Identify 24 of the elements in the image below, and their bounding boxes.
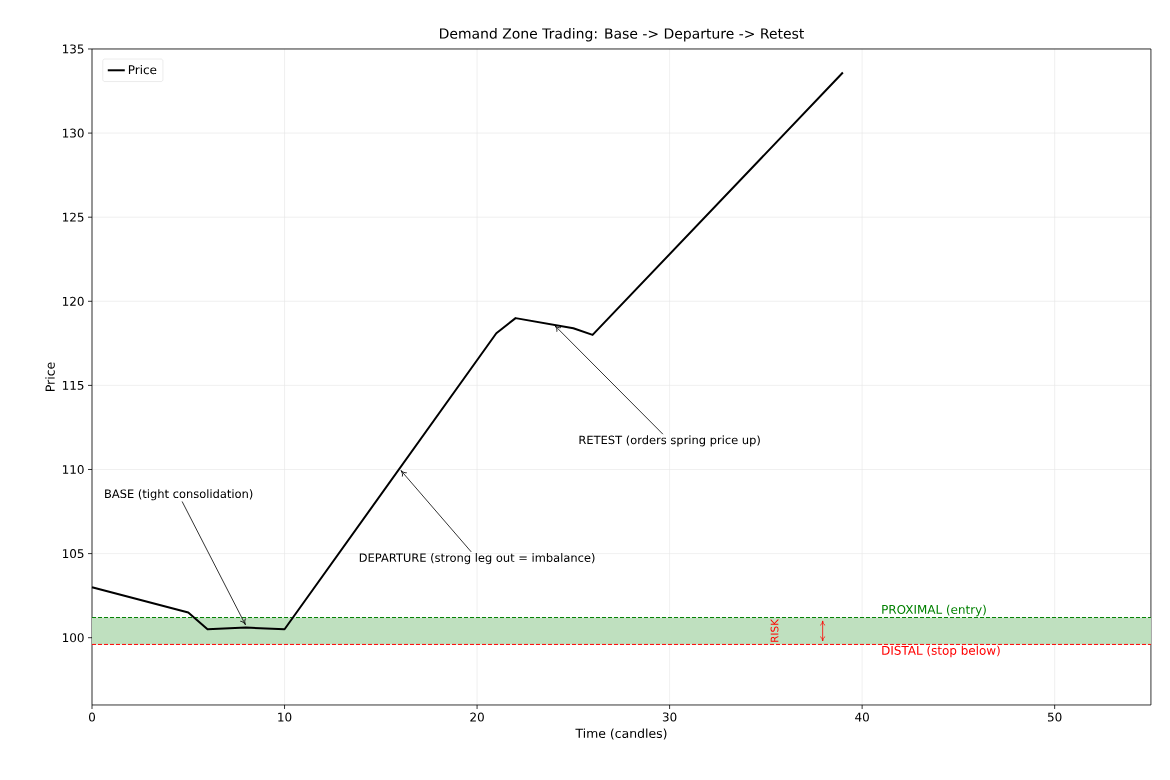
x-tick-label: 10	[278, 712, 292, 722]
annotation: DEPARTURE (strong leg out = imbalance)	[359, 553, 595, 565]
y-tick-label: 110	[62, 464, 84, 475]
x-axis-title: Time (candles)	[575, 728, 667, 740]
annotation: RISK	[770, 618, 779, 642]
x-tick-label: 20	[470, 712, 484, 722]
y-tick-label: 105	[62, 549, 84, 559]
ref-line-label: DISTAL (stop below)	[882, 645, 1000, 658]
chart-title: Demand Zone Trading: Base -> Departure -> Retest	[440, 27, 804, 42]
x-tick-label: 0	[88, 712, 96, 722]
annotation: RETEST (orders spring price up)	[579, 435, 760, 447]
legend-label: Price	[128, 65, 157, 75]
ref-line-label: PROXIMAL (entry)	[882, 604, 986, 617]
y-tick-label: 100	[62, 633, 84, 643]
y-tick-label: 115	[62, 380, 84, 390]
annotation: BASE (tight consolidation)	[105, 489, 253, 501]
x-tick-label: 30	[662, 712, 677, 722]
y-tick-label: 125	[62, 212, 84, 222]
y-tick-label: 135	[62, 44, 84, 54]
x-tick-label: 40	[855, 712, 869, 722]
y-tick-label: 130	[62, 128, 84, 138]
y-axis-title: Price	[45, 362, 55, 391]
x-tick-label: 50	[1047, 712, 1062, 722]
y-tick-label: 120	[62, 296, 84, 306]
